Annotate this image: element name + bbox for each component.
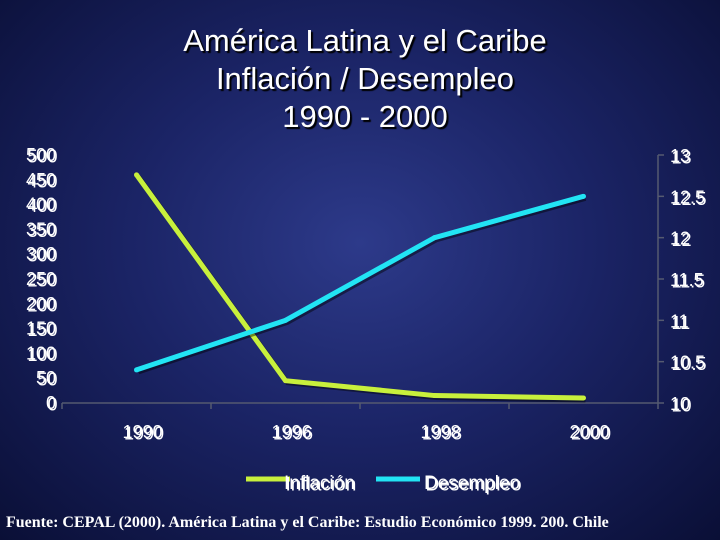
left-tick-label: 300: [26, 244, 56, 264]
right-tick-label: 12.5: [670, 187, 705, 207]
x-tick-label: 2000: [569, 422, 609, 442]
data-point: [134, 367, 139, 373]
series-lines: [134, 172, 587, 403]
right-tick-label-shadow: 11: [672, 313, 691, 333]
left-tick-label: 100: [26, 343, 56, 363]
series-line-1: [134, 173, 584, 401]
left-tick-label: 150: [26, 319, 56, 339]
chart-title: América Latina y el Caribe Inflación / D…: [130, 22, 600, 136]
series-line-shadow: [136, 175, 586, 403]
title-line-1: América Latina y el Caribe: [183, 23, 547, 58]
chart-axes: [61, 154, 664, 409]
right-tick-label: 10: [670, 394, 690, 414]
left-tick-label-shadow: 100: [27, 345, 57, 365]
x-tick-label: 1990: [122, 422, 162, 442]
right-tick-label-shadow: 10.5: [672, 354, 707, 374]
left-tick-label-shadow: 500: [27, 147, 57, 167]
x-tick-label-shadow: 1996: [273, 424, 313, 444]
data-point: [283, 378, 288, 384]
left-tick-label: 0: [46, 393, 56, 413]
legend-label-shadow: Desempleo: [426, 475, 522, 496]
legend-label-shadow: Inflación: [286, 475, 357, 496]
data-point: [581, 193, 586, 199]
left-tick-label-shadow: 150: [27, 320, 57, 340]
title-line-3: 1990 - 2000: [282, 99, 448, 134]
left-tick-label: 500: [26, 145, 56, 165]
series-line-2: [135, 193, 585, 373]
x-tick-label-shadow: 2000: [571, 424, 611, 444]
left-tick-label-shadow: 400: [27, 196, 57, 216]
right-tick-label: 13: [670, 146, 690, 166]
right-tick-label-shadow: 13: [672, 148, 692, 168]
right-tick-label: 10.5: [670, 353, 705, 373]
data-point: [134, 172, 139, 178]
title-line-2: Inflación / Desempleo: [215, 61, 515, 96]
data-point: [432, 393, 437, 399]
legend-label: Desempleo: [424, 473, 520, 494]
left-tick-label-shadow: 450: [27, 171, 57, 191]
right-tick-label: 11: [670, 311, 689, 331]
left-tick-label: 250: [26, 269, 56, 289]
x-tick-label-shadow: 1998: [422, 424, 462, 444]
left-tick-label-shadow: 0: [47, 395, 57, 415]
left-tick-label-shadow: 200: [27, 295, 57, 315]
left-tick-label: 400: [26, 195, 56, 215]
left-tick-label-shadow: 250: [27, 271, 57, 291]
left-tick-label: 50: [36, 368, 56, 388]
right-tick-label-shadow: 12.5: [672, 189, 707, 209]
x-tick-label: 1996: [271, 422, 311, 442]
right-tick-label-shadow: 10: [672, 396, 692, 416]
left-tick-label: 450: [26, 170, 56, 190]
left-tick-label: 350: [26, 219, 56, 239]
right-tick-label: 11.5: [670, 270, 704, 290]
source-footnote: Fuente: CEPAL (2000). América Latina y e…: [6, 514, 609, 531]
right-tick-label-shadow: 12: [672, 230, 692, 250]
data-point: [581, 395, 586, 401]
data-point: [432, 235, 437, 241]
legend-label: Inflación: [284, 473, 355, 494]
left-tick-label-shadow: 300: [27, 246, 57, 266]
left-axis-ticks: 5005004504504004003503503003002502502002…: [26, 145, 58, 415]
right-tick-label-shadow: 11.5: [672, 272, 706, 292]
left-tick-label-shadow: 350: [27, 221, 57, 241]
right-tick-label: 12: [670, 229, 690, 249]
x-tick-label: 1998: [420, 422, 460, 442]
left-tick-label-shadow: 50: [37, 370, 57, 390]
left-tick-label: 200: [26, 294, 56, 314]
x-tick-label-shadow: 1990: [124, 424, 164, 444]
data-point: [283, 317, 288, 323]
